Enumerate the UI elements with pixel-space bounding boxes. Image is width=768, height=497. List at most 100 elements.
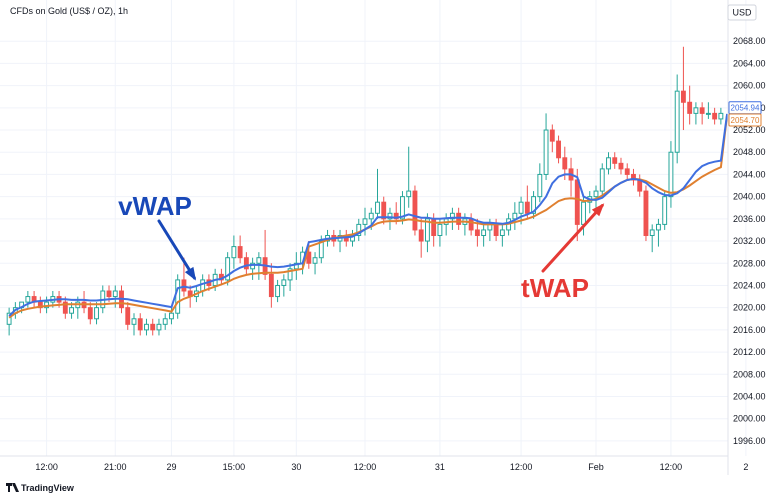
candle-body-up: [693, 107, 699, 114]
price-tick-label: 2044.00: [733, 169, 766, 179]
price-badge-value: 2054.94: [731, 104, 760, 113]
candle-body-up: [537, 173, 543, 198]
candle-body-up: [25, 296, 31, 303]
currency-label: USD: [732, 8, 752, 18]
twap-annotation-label: tWAP: [521, 273, 589, 303]
candle-body-down: [631, 173, 636, 181]
price-tick-label: 2048.00: [733, 147, 766, 157]
candle-body-down: [493, 223, 499, 236]
price-tick-label: 2064.00: [733, 58, 766, 68]
candle-body-up: [131, 318, 137, 325]
candle-body-up: [481, 229, 487, 236]
price-tick-label: 2068.00: [733, 36, 766, 46]
price-tick-label: 1996.00: [733, 436, 766, 446]
candle-body-down: [243, 257, 249, 270]
twap-price-badge: 2054.70: [728, 113, 762, 127]
price-tick-label: 2004.00: [733, 391, 766, 401]
candle-body-up: [287, 268, 293, 281]
time-tick-label: 2: [743, 462, 748, 472]
vwap-annotation-arrow: [157, 219, 196, 280]
candle-body-up: [424, 218, 430, 242]
candle-body-up: [543, 129, 549, 175]
candle-body-down: [643, 190, 649, 236]
candle-body-up: [406, 190, 412, 198]
candle-body-up: [656, 223, 661, 231]
candle-body-up: [231, 246, 237, 259]
candle-body-up: [449, 212, 455, 220]
candle-body-down: [268, 273, 274, 298]
candle-body-down: [687, 101, 693, 114]
candle-body-up: [162, 318, 168, 325]
candle-body-down: [624, 168, 630, 175]
chart-grid: [0, 0, 747, 456]
candle-body-down: [699, 107, 705, 114]
candle-body-down: [556, 140, 561, 159]
candle-body-up: [599, 168, 605, 192]
price-badges: 2054.94 2054.70: [728, 101, 762, 127]
candle-body-down: [237, 246, 243, 259]
candle-body-up: [593, 190, 599, 198]
time-axis[interactable]: 12:00 21:00 29 15:00 30 12:00 31 12:00 Feb 12:00 2: [35, 462, 748, 472]
time-tick-label: 12:00: [660, 462, 683, 472]
time-tick-label: 30: [291, 462, 301, 472]
time-tick-label: 12:00: [510, 462, 533, 472]
price-tick-label: 2016.00: [733, 325, 766, 335]
candle-body-up: [705, 112, 711, 115]
candle-body-down: [393, 212, 399, 220]
candle-body-up: [156, 323, 162, 331]
price-tick-label: 2032.00: [733, 236, 766, 246]
candle-body-down: [468, 218, 474, 231]
currency-button[interactable]: USD: [727, 4, 757, 21]
price-badge-box: [728, 113, 762, 127]
candle-body-up: [169, 312, 174, 320]
twap-arrowhead: [591, 203, 605, 217]
candle-body-down: [418, 229, 424, 242]
tradingview-logo[interactable]: TradingView: [6, 483, 75, 493]
candle-body-up: [312, 257, 318, 264]
time-tick-label: 12:00: [354, 462, 377, 472]
vwap-arrowhead: [184, 266, 197, 281]
candle-body-up: [368, 212, 374, 220]
time-tick-label: 31: [435, 462, 445, 472]
candle-body-down: [125, 307, 131, 325]
candle-body-down: [87, 307, 93, 320]
price-tick-label: 2060.00: [733, 81, 766, 91]
candle-body-up: [225, 257, 231, 281]
price-tick-label: 2052.00: [733, 125, 766, 135]
vwap-annotation-label: vWAP: [118, 191, 192, 221]
candle-body-up: [499, 229, 505, 236]
price-tick-label: 2036.00: [733, 214, 766, 224]
twap-annotation-arrow: [541, 204, 604, 273]
candle-body-down: [37, 301, 43, 309]
time-tick-label: Feb: [588, 462, 604, 472]
candle-body-down: [549, 129, 555, 142]
candle-body-up: [400, 196, 405, 220]
candle-body-up: [94, 307, 99, 320]
candle-body-down: [106, 290, 112, 298]
candle-body-up: [437, 223, 443, 236]
candle-body-up: [718, 112, 724, 120]
candle-body-up: [256, 257, 262, 264]
candle-body-down: [562, 157, 568, 170]
candle-body-up: [581, 201, 586, 225]
candle-body-down: [381, 201, 387, 220]
price-badge-value: 2054.70: [731, 116, 760, 125]
price-tick-label: 2040.00: [733, 192, 766, 202]
candle-body-down: [181, 279, 187, 292]
candle-body-up: [281, 279, 287, 286]
candle-body-up: [518, 201, 524, 214]
candle-body-down: [524, 201, 530, 214]
candle-body-up: [112, 290, 118, 298]
candle-body-up: [175, 279, 181, 314]
candle-body-down: [306, 251, 312, 264]
tradingview-logo-icon: [6, 483, 19, 492]
candle-body-down: [712, 112, 718, 120]
candle-body-up: [375, 201, 380, 214]
candle-body-up: [275, 284, 281, 298]
candle-body-down: [137, 318, 143, 331]
candle-body-up: [662, 196, 668, 225]
candle-body-up: [531, 196, 537, 214]
candle-body-up: [606, 157, 611, 170]
